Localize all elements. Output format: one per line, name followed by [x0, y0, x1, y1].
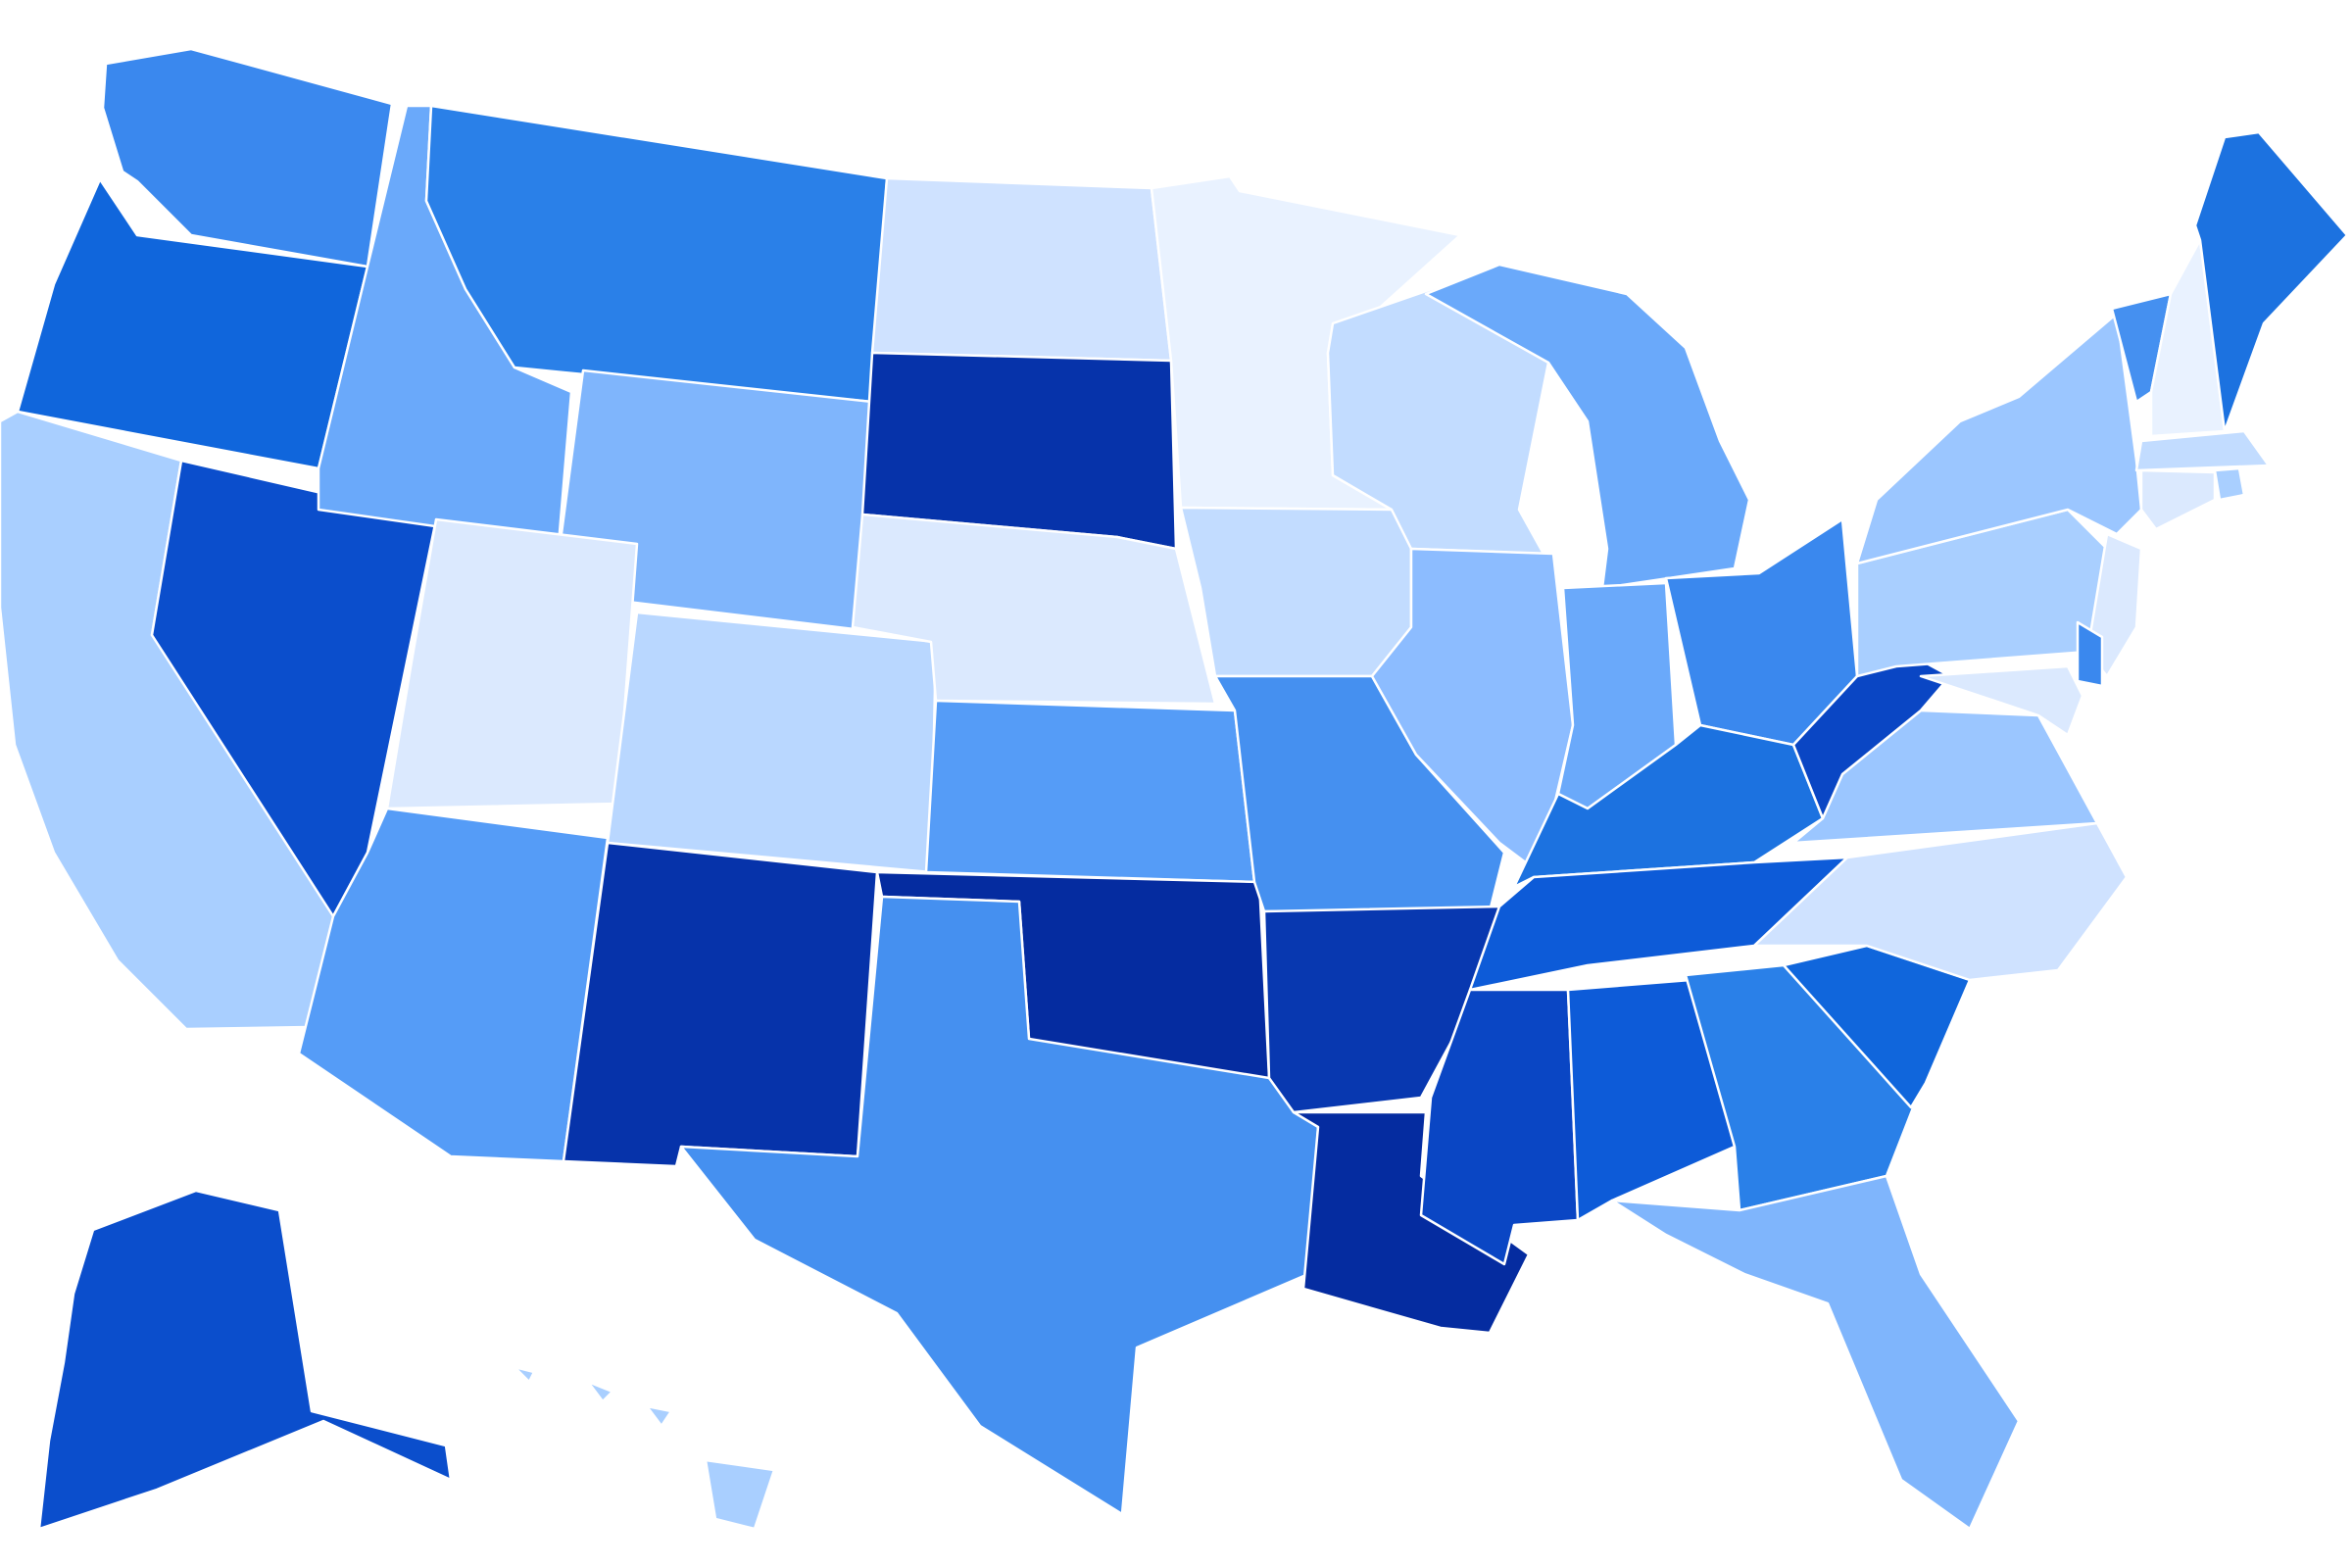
- state-sc[interactable]: [1782, 944, 1972, 1109]
- state-ny[interactable]: [1855, 312, 2143, 565]
- state-me[interactable]: [2193, 130, 2349, 433]
- state-nm[interactable]: [562, 841, 879, 1168]
- state-hi[interactable]: [513, 1365, 776, 1531]
- state-il[interactable]: [1370, 547, 1575, 874]
- state-ct[interactable]: [2139, 468, 2217, 531]
- state-tx[interactable]: [679, 895, 1320, 1516]
- state-ia[interactable]: [1179, 506, 1413, 678]
- state-md[interactable]: [1919, 664, 2084, 737]
- state-wa[interactable]: [101, 47, 394, 269]
- state-ma[interactable]: [2134, 429, 2271, 472]
- state-fl[interactable]: [1610, 1174, 2021, 1531]
- state-al[interactable]: [1566, 978, 1737, 1222]
- state-nc[interactable]: [1752, 821, 2129, 982]
- state-ut[interactable]: [385, 517, 639, 810]
- state-la[interactable]: [1292, 1110, 1531, 1335]
- state-ak[interactable]: [37, 1189, 453, 1531]
- state-co[interactable]: [606, 611, 938, 874]
- states-layer: [0, 47, 2349, 1531]
- state-ne[interactable]: [851, 513, 1217, 706]
- state-ks[interactable]: [924, 699, 1256, 884]
- state-de[interactable]: [2076, 620, 2104, 688]
- state-nd[interactable]: [870, 176, 1173, 363]
- state-ri[interactable]: [2213, 466, 2246, 502]
- state-mi[interactable]: [1424, 263, 1751, 590]
